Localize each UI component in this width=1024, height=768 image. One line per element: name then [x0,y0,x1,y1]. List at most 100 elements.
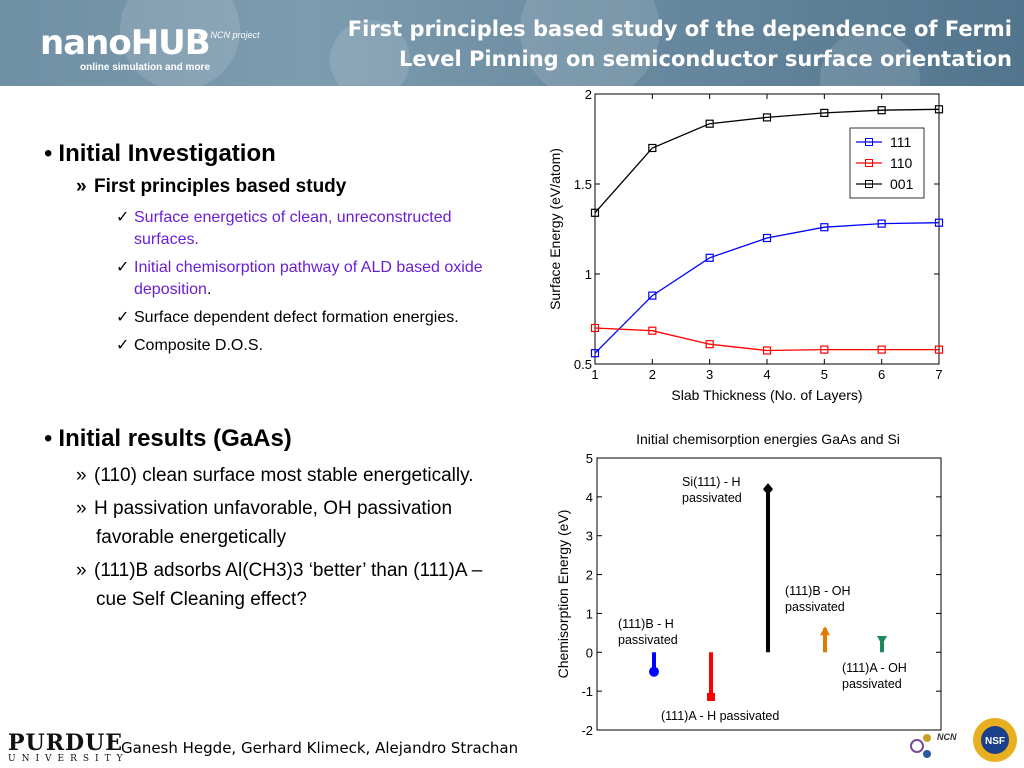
section-1-heading-text: Initial Investigation [58,140,276,167]
stem-marker-circle [649,666,659,677]
data-point-001 [877,106,886,115]
data-point-110 [762,346,772,355]
y-axis-label: Surface Energy (eV/atom) [547,148,563,310]
data-point-111 [590,349,600,358]
data-point-001 [590,208,600,217]
check-icon: ✓ [116,337,130,354]
y-tick-label: 2 [585,87,592,102]
stem-marker-triangle-up [820,626,830,636]
legend-marker-110 [865,159,873,167]
stem-5 [877,635,887,653]
stem-marker-square [707,692,715,701]
check-icon: ✓ [116,309,130,326]
section-1-heading: • Initial Investigation [44,140,276,167]
y-tick-label: 4 [586,490,593,505]
authors: Ganesh Hegde, Gerhard Klimeck, Alejandro… [121,739,519,757]
stem-2 [707,652,715,701]
title-line-1: First principles based study of the depe… [347,17,1012,41]
y-axis-label: Chemisorption Energy (eV) [555,510,571,679]
data-point-111 [820,223,829,232]
y-tick-label: -1 [581,684,593,699]
data-point-110 [820,345,829,354]
data-point-111 [705,253,714,262]
nsf-label: NSF [985,736,1005,747]
section-1-item-2: ✓ Initial chemisorption pathway of ALD ba… [116,257,514,301]
section-2-heading: • Initial results (GaAs) [44,425,292,452]
section-1-item-4-text: Composite D.O.S. [134,337,263,354]
data-point-001 [705,119,714,128]
y-tick-label: 0 [586,645,593,660]
stem-4 [820,626,830,653]
section-1-item-1-text: Surface energetics of clean, unreconstru… [134,209,452,248]
data-point-110 [934,345,944,354]
legend-entry-110: 110 [890,155,913,171]
section-1-item-4: ✓ Composite D.O.S. [116,335,514,357]
section-1-item-1: ✓ Surface energetics of clean, unreconstr… [116,207,514,251]
stem-label-4: (111)B - OH passivated [785,584,851,614]
ncn-label: NCN [937,732,957,742]
stem-1 [649,652,659,677]
section-1-item-2-text: Initial chemisorption pathway of ALD bas… [134,259,483,298]
section-2-heading-text: Initial results (GaAs) [58,425,292,452]
section-2-item-2: » H passivation unfavorable, OH passivati… [76,498,453,548]
purdue-wordmark: PURDUE [8,730,124,756]
chart-title: Initial chemisorption energies GaAs and … [636,431,900,447]
legend-marker-111 [865,138,873,146]
data-point-110 [590,323,600,333]
chemisorption-chart: Initial chemisorption energies GaAs and … [555,431,942,738]
y-tick-label: 3 [586,529,593,544]
x-axis-label: Slab Thickness (No. of Layers) [671,387,862,403]
y-tick-label: 2 [586,568,593,583]
slide-title: First principles based study of the depe… [252,14,1012,74]
section-2-item-2-text: H passivation unfavorable, OH passivatio… [94,498,453,548]
section-1-sub: » First principles based study [76,176,347,197]
y-tick-label: -2 [581,723,593,738]
legend-entry-111: 111 [890,134,911,150]
data-point-111 [934,218,944,227]
stem-marker-triangle-down [877,635,887,645]
data-point-001 [648,143,657,153]
purdue-university-label: UNIVERSITY [8,754,129,764]
data-point-001 [820,108,829,117]
data-point-111 [762,233,772,243]
section-1-item-2-suffix: . [206,281,212,298]
data-point-110 [648,326,657,335]
section-1-item-3: ✓ Surface dependent defect formation ener… [116,307,514,329]
section-2-item-1-text: (110) clean surface most stable energeti… [94,465,474,486]
stem-3 [763,483,773,653]
data-point-110 [877,345,886,354]
data-point-001 [762,113,772,122]
data-point-001 [934,105,944,114]
stem-label-5: (111)A - OH passivated [842,661,907,691]
x-tick-label: 4 [763,367,770,382]
y-tick-label: 1 [585,267,592,282]
logo-tagline: online simulation and more [80,62,211,73]
section-2-item-3-text: (111)B adsorbs Al(CH3)3 ‘better’ than (1… [94,560,483,610]
check-icon: ✓ [116,209,130,226]
nsf-logo[interactable]: NSF [971,716,1019,764]
x-tick-label: 5 [821,367,828,382]
ncn-logo[interactable]: NCN [903,724,965,764]
title-line-2: Level Pinning on semiconductor surface o… [398,47,1012,71]
y-tick-label: 1.5 [574,177,592,192]
bullet-content: • Initial Investigation » First principles… [44,140,514,614]
series-line-110 [594,327,939,352]
x-tick-label: 2 [649,367,656,382]
section-2-item-3: » (111)B adsorbs Al(CH3)3 ‘better’ than (… [76,560,483,610]
check-icon: ✓ [116,259,130,276]
section-1-item-3-text: Surface dependent defect formation energ… [134,309,459,326]
purdue-logo[interactable]: PURDUE UNIVERSITY [8,732,129,764]
nanohub-logo[interactable]: nanoHUB online simulation and more [40,23,211,73]
legend-marker-001 [865,180,873,188]
series-line-111 [594,222,940,354]
surface-energy-chart: 1 2 3 4 5 6 70.511.52 Slab Thickness (No. of L… [547,87,944,403]
y-tick-label: 5 [586,451,593,466]
stem-label-2: (111)A - H passivated [661,709,779,723]
section-2-item-1: » (110) clean surface most stable energet… [76,465,474,486]
y-tick-label: 0.5 [574,357,592,372]
series-line-001 [594,108,940,214]
logo-name: nanoHUB [40,23,211,63]
x-tick-label: 3 [706,367,713,382]
ncn-project-label: an NCN project [198,30,260,40]
